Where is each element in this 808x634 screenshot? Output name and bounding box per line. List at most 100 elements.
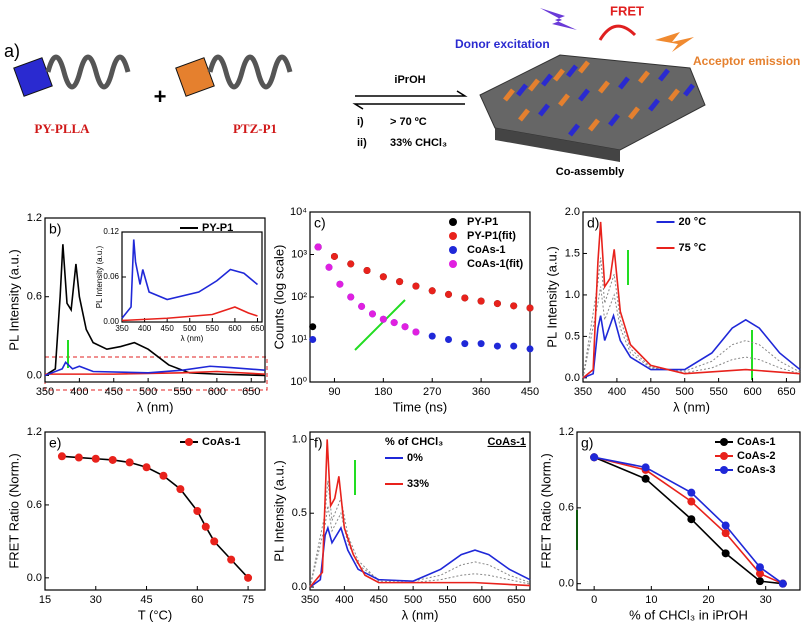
sheet-edge (495, 128, 620, 162)
x-tick-label: 450 (370, 594, 388, 606)
y-tick-label: 1.5 (565, 247, 580, 259)
y-tick-label: 0.6 (559, 502, 574, 514)
data-point (687, 515, 696, 524)
panel-label: a) (4, 41, 20, 61)
y-axis-label: PL Intensity (a.u.) (271, 460, 286, 561)
data-point (347, 260, 355, 268)
y-tick-label: 0.06 (103, 272, 119, 281)
data-point (412, 328, 420, 336)
data-point (379, 273, 387, 281)
y-tick-label: 0.5 (292, 507, 307, 519)
scheme: a) PY-PLLA + PTZ-P1 iPrOH i) > 70 ºC ii)… (4, 3, 800, 177)
legend-swatch (449, 218, 457, 226)
x-tick-label: 360 (472, 386, 490, 398)
fret-label: FRET (610, 3, 644, 18)
data-point (428, 287, 436, 295)
x-tick-label: 500 (183, 324, 197, 333)
series-line (593, 456, 784, 585)
x-tick-label: 600 (228, 324, 242, 333)
y-axis-label: PL Intensity (a.u.) (544, 246, 559, 347)
data-point (721, 521, 730, 530)
x-tick-label: 350 (301, 594, 319, 606)
condition: > 70 ºC (390, 116, 427, 128)
y-tick-label: 10⁴ (290, 206, 307, 218)
x-tick-label: 15 (39, 594, 51, 606)
panel-label: e) (49, 435, 61, 451)
series-line (582, 286, 801, 378)
legend-label: CoAs-1 (202, 436, 241, 448)
series-line (582, 312, 801, 379)
x-tick-label: 650 (242, 386, 260, 398)
data-point (687, 488, 696, 497)
x-tick-label: 30 (760, 594, 772, 606)
data-point (477, 340, 485, 348)
x-tick-label: 90 (328, 386, 340, 398)
series-line (44, 244, 266, 377)
x-axis-label: λ (nm) (673, 399, 710, 414)
legend-title: % of CHCl₃ (385, 436, 443, 448)
series-line (309, 439, 531, 588)
legend-label: CoAs-1 (467, 244, 506, 256)
data-point (721, 529, 730, 538)
condition: 33% CHCl₃ (390, 137, 447, 149)
x-axis-label: T (°C) (138, 607, 173, 622)
data-point (641, 474, 650, 483)
x-tick-label: 400 (70, 386, 88, 398)
panel-label: d) (587, 215, 599, 231)
y-tick-label: 1.2 (559, 426, 574, 438)
data-point (176, 485, 185, 494)
data-point (309, 336, 317, 343)
polymer-name: PTZ-P1 (233, 121, 277, 136)
data-point (493, 342, 501, 350)
series-line (582, 221, 801, 379)
x-axis-label: λ (nm) (402, 607, 439, 622)
plot-frame (44, 431, 266, 591)
x-tick-label: 400 (608, 386, 626, 398)
x-tick-label: 550 (438, 594, 456, 606)
y-tick-label: 10⁰ (290, 376, 307, 388)
y-tick-label: 10³ (291, 248, 307, 260)
emission-bolt (655, 32, 694, 52)
solvent: iPrOH (394, 74, 425, 86)
legend-swatch (720, 452, 728, 460)
x-tick-label: 600 (473, 594, 491, 606)
x-tick-label: 600 (208, 386, 226, 398)
data-point (201, 522, 210, 531)
y-tick-label: 10² (291, 291, 307, 303)
condition-number: i) (357, 116, 364, 128)
data-point (755, 577, 764, 586)
x-tick-label: 75 (242, 594, 254, 606)
y-axis-label: FRET Ratio (Norm.) (6, 453, 21, 568)
polymer-coil (207, 54, 293, 90)
plot-frame (576, 431, 801, 591)
equilibrium-arrows (352, 90, 468, 110)
y-tick-label: 0.6 (27, 499, 42, 511)
sheet-rods (503, 60, 695, 137)
x-tick-label: 550 (709, 386, 727, 398)
data-point (142, 463, 151, 472)
legend-swatch (720, 438, 728, 446)
data-point (390, 319, 398, 327)
panel-label: g) (581, 435, 593, 451)
legend-swatch (449, 246, 457, 254)
trend-arrows (67, 250, 753, 550)
data-point (309, 323, 317, 331)
x-axis-label: λ (nm) (181, 334, 204, 343)
x-tick-label: 270 (423, 386, 441, 398)
legend-label: PY-P1(fit) (467, 230, 516, 242)
data-point (358, 302, 366, 310)
series-line (44, 361, 266, 377)
plot-frame (44, 217, 266, 383)
data-point (721, 549, 730, 558)
x-tick-label: 500 (676, 386, 694, 398)
y-tick-label: 0.6 (27, 291, 42, 303)
data-point (159, 471, 168, 480)
data-point (330, 252, 338, 260)
series-line (593, 456, 784, 585)
panel-label: c) (314, 215, 326, 231)
series-line (121, 239, 258, 319)
data-point (461, 294, 469, 302)
plot-frame (121, 231, 263, 323)
panel-label: f) (314, 435, 323, 451)
data-point (755, 569, 764, 578)
